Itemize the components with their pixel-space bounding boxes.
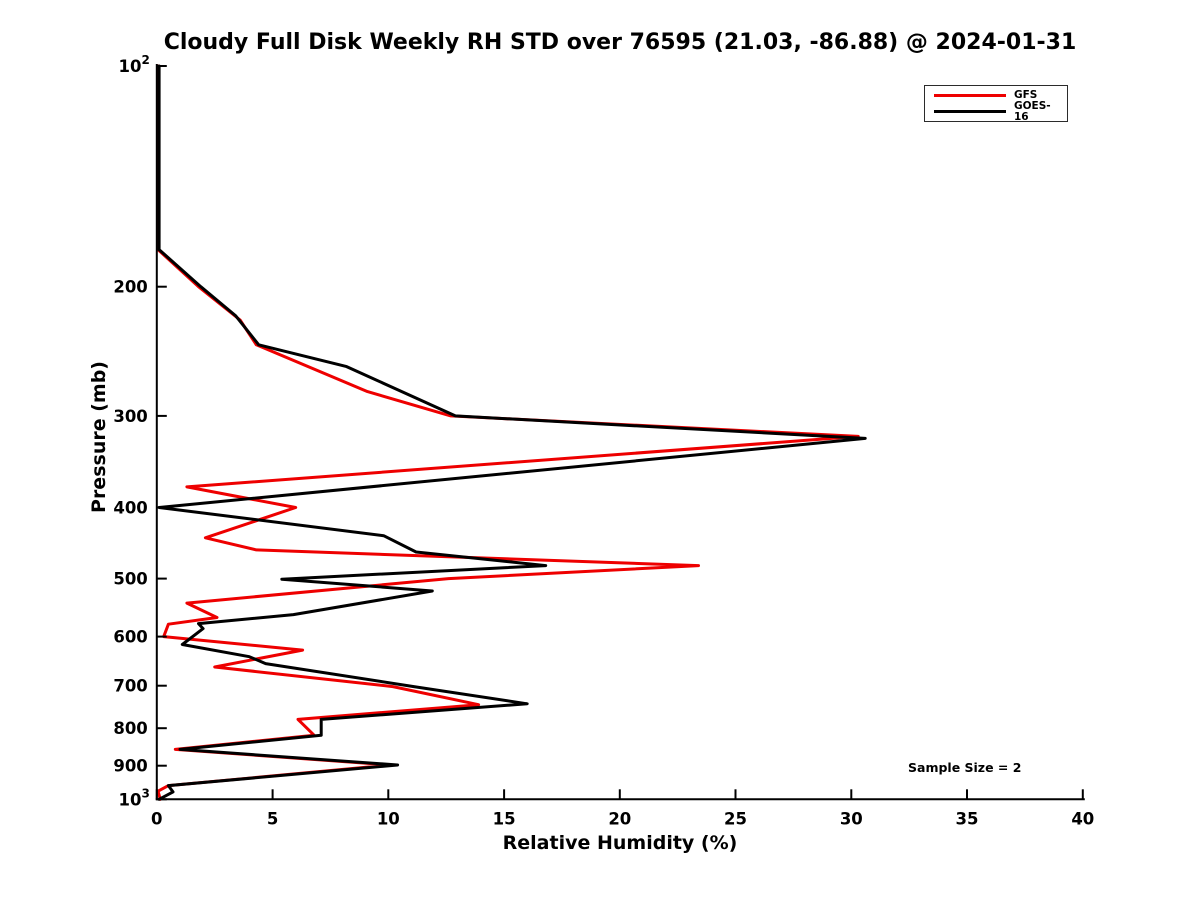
svg-text:10: 10: [377, 809, 400, 828]
svg-text:5: 5: [267, 809, 278, 828]
y-axis-label: Pressure (mb): [88, 361, 110, 513]
svg-text:102: 102: [118, 53, 149, 76]
svg-text:400: 400: [113, 499, 147, 518]
legend: GFS GOES-16: [924, 85, 1068, 122]
svg-text:700: 700: [113, 677, 147, 696]
svg-text:30: 30: [840, 809, 863, 828]
goes16-line: [157, 64, 867, 801]
gfs-line-swatch: [934, 94, 1006, 97]
legend-label-gfs: GFS: [1014, 89, 1038, 102]
sample-size-annotation: Sample Size = 2: [908, 760, 1022, 775]
svg-text:900: 900: [113, 757, 147, 776]
svg-text:300: 300: [113, 407, 147, 426]
legend-item-goes16: GOES-16: [934, 101, 1061, 122]
svg-text:15: 15: [493, 809, 516, 828]
svg-text:35: 35: [956, 809, 979, 828]
svg-text:25: 25: [724, 809, 747, 828]
svg-text:200: 200: [113, 278, 147, 297]
svg-text:800: 800: [113, 719, 147, 738]
svg-text:0: 0: [151, 809, 162, 828]
x-axis: 0 5 10 15 20 25 30 35 40: [151, 789, 1094, 828]
chart-title: Cloudy Full Disk Weekly RH STD over 7659…: [163, 30, 1077, 55]
y-axis: 102 200 300 400 500 600 700 800 900 103: [113, 53, 167, 809]
legend-item-gfs: GFS: [934, 90, 1061, 102]
legend-label-goes16: GOES-16: [1014, 100, 1051, 123]
svg-text:500: 500: [113, 570, 147, 589]
svg-text:103: 103: [118, 786, 149, 809]
svg-text:40: 40: [1071, 809, 1094, 828]
svg-text:20: 20: [608, 809, 631, 828]
x-axis-label: Relative Humidity (%): [502, 832, 738, 854]
svg-text:600: 600: [113, 628, 147, 647]
goes16-line-swatch: [934, 110, 1006, 113]
